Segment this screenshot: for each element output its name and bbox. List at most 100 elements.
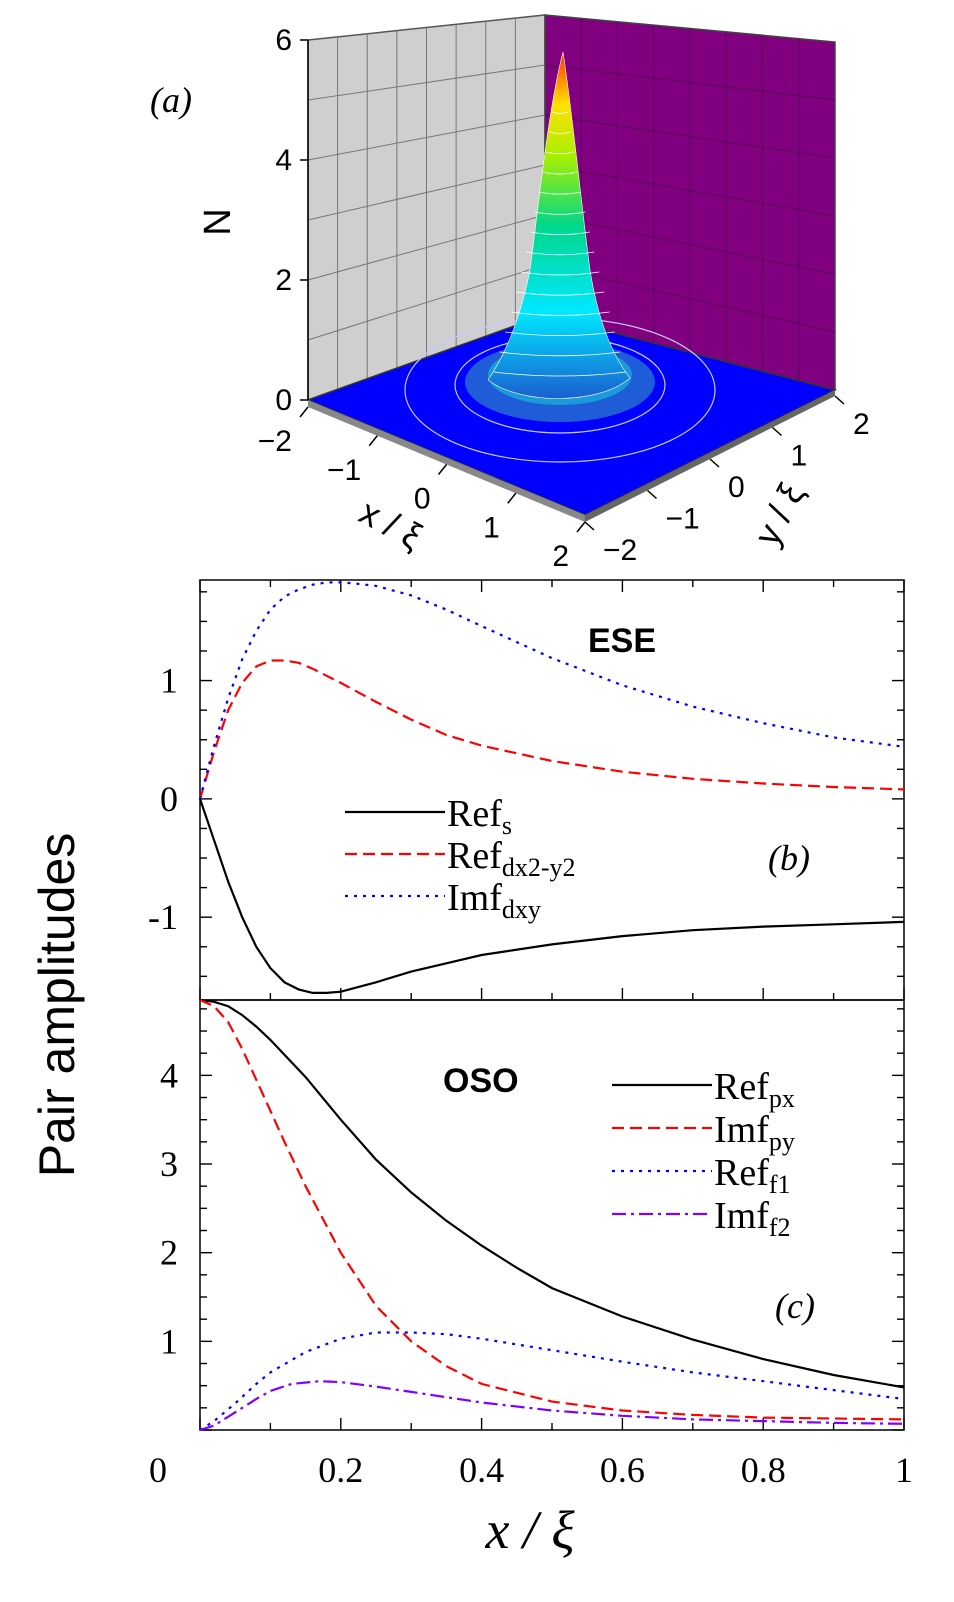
x3d-tick-label: 2 (552, 540, 569, 573)
z-axis-label: N (197, 208, 239, 235)
legend-entry-name: Ref (714, 1066, 769, 1108)
peak-contour-band (534, 211, 586, 215)
shared-y-axis-label: Pair amplitudes (29, 833, 85, 1178)
z-tick-label: 2 (275, 264, 292, 297)
y3d-tick-mark (772, 426, 782, 437)
peak-contour-band (515, 291, 605, 296)
peak-contour-band (552, 111, 568, 114)
series-line-ref-s (198, 798, 905, 995)
panel-a-label: (a) (150, 80, 192, 120)
y-tick-label: 1 (160, 661, 178, 701)
z-axis-ticks: 0 2 4 6 (275, 24, 308, 417)
y3d-tick-mark (647, 489, 657, 500)
series-line-imf-f2 (199, 1380, 905, 1432)
y3d-tick-label: −1 (666, 503, 700, 536)
y3d-tick-mark (709, 458, 720, 468)
panel-c-annotation: OSO (443, 1062, 519, 1100)
z-tick-label: 4 (275, 144, 292, 177)
x-axis-3d-ticks: −2 −1 0 1 2 (258, 406, 586, 573)
y-tick-label: 4 (160, 1055, 178, 1095)
right-wall-grid-line (544, 164, 836, 217)
right-wall-grid-line (544, 64, 836, 101)
panel-b-frame (199, 579, 905, 1001)
series-line-ref-f1 (199, 1331, 905, 1431)
panel-b-label: (b) (768, 838, 810, 878)
peak-contour-band (538, 191, 582, 195)
peak-surface (487, 51, 631, 399)
legend-entry: Refpx (714, 1066, 795, 1113)
wall-grid (307, 18, 836, 390)
peak-contour-band (505, 331, 615, 336)
y-tick-label: -1 (148, 897, 178, 937)
panel-c-ticks: 4 3 2 1 0 0.2 0.4 0.6 0.8 1 (149, 1008, 913, 1490)
x-tick-label: 0.2 (318, 1450, 363, 1490)
x3d-tick-label: −2 (258, 425, 292, 458)
floor-edge-left (308, 400, 585, 522)
x3d-tick-label: −1 (327, 454, 361, 487)
floor-edge-right (585, 390, 835, 522)
legend-entry-subscript: f2 (769, 1213, 791, 1242)
series-line-imf-dxy (198, 581, 905, 800)
x3d-tick-mark (299, 406, 309, 418)
legend-entry-subscript: dx2-y2 (502, 853, 576, 882)
peak-contour-band (525, 251, 595, 256)
y-axis-3d-ticks: −2 −1 0 1 2 (584, 395, 870, 567)
legend-entry-name: Imf (447, 877, 502, 919)
series-line-ref-dx2-y2 (198, 659, 905, 800)
legend-entry: Imfpy (714, 1109, 795, 1156)
left-wall-grid-line (307, 164, 546, 221)
y3d-tick-mark (834, 395, 845, 405)
left-wall-grid-line (307, 64, 546, 101)
z-tick-label: 6 (275, 24, 292, 57)
y-tick-label: 0 (160, 779, 178, 819)
x-tick-label: 0.6 (600, 1450, 645, 1490)
y-axis-3d-label: y / ξ (746, 476, 812, 552)
y-tick-label: 2 (160, 1233, 178, 1273)
right-wall-grid-line (544, 114, 836, 159)
legend-entry: Reff1 (714, 1152, 791, 1199)
x3d-tick-label: 0 (414, 483, 431, 516)
y-tick-label: 3 (160, 1144, 178, 1184)
right-wall-grid-line (544, 214, 836, 275)
peak-contour-band (493, 371, 627, 377)
legend-entry-subscript: f1 (769, 1170, 791, 1199)
legend-entry-subscript: s (502, 811, 512, 840)
x3d-tick-mark (437, 464, 448, 475)
x-tick-label: 1 (895, 1450, 913, 1490)
y3d-tick-label: 2 (853, 408, 870, 441)
y-tick-label: 1 (160, 1321, 178, 1361)
panel-c-label: (c) (775, 1286, 815, 1326)
peak-contour-bands (493, 111, 627, 377)
z-tick-label: 0 (275, 384, 292, 417)
panel-b-series (198, 581, 905, 995)
x-tick-label: 0 (149, 1450, 167, 1490)
legend-entry: Refdx2-y2 (447, 835, 576, 882)
panel-c-series (199, 998, 905, 1432)
x3d-tick-mark (507, 492, 517, 504)
panel-c-frame (199, 999, 905, 1431)
x3d-tick-mark (368, 435, 378, 447)
peak-contour-band (546, 151, 574, 155)
panel-b-ticks: 1 0 -1 (148, 580, 905, 1000)
legend-entry-name: Ref (447, 793, 502, 835)
peak-contour-band (530, 231, 590, 235)
left-wall-grid-line (307, 264, 546, 341)
y3d-tick-mark (584, 521, 595, 531)
series-line-imf-py (199, 998, 905, 1421)
panel-b-annotation: ESE (588, 622, 656, 660)
x3d-tick-mark (576, 521, 586, 533)
series-line-ref-px (199, 998, 905, 1389)
legend-entry: Refs (447, 793, 512, 840)
y3d-tick-label: −2 (603, 534, 637, 567)
peak-contour-band (510, 311, 610, 316)
left-wall-grid-line (307, 114, 546, 161)
x-axis-label: x / ξ (484, 1500, 575, 1560)
peak-contour-band (549, 131, 571, 134)
y3d-tick-label: 1 (791, 440, 808, 473)
legend-entry-name: Ref (714, 1152, 769, 1194)
